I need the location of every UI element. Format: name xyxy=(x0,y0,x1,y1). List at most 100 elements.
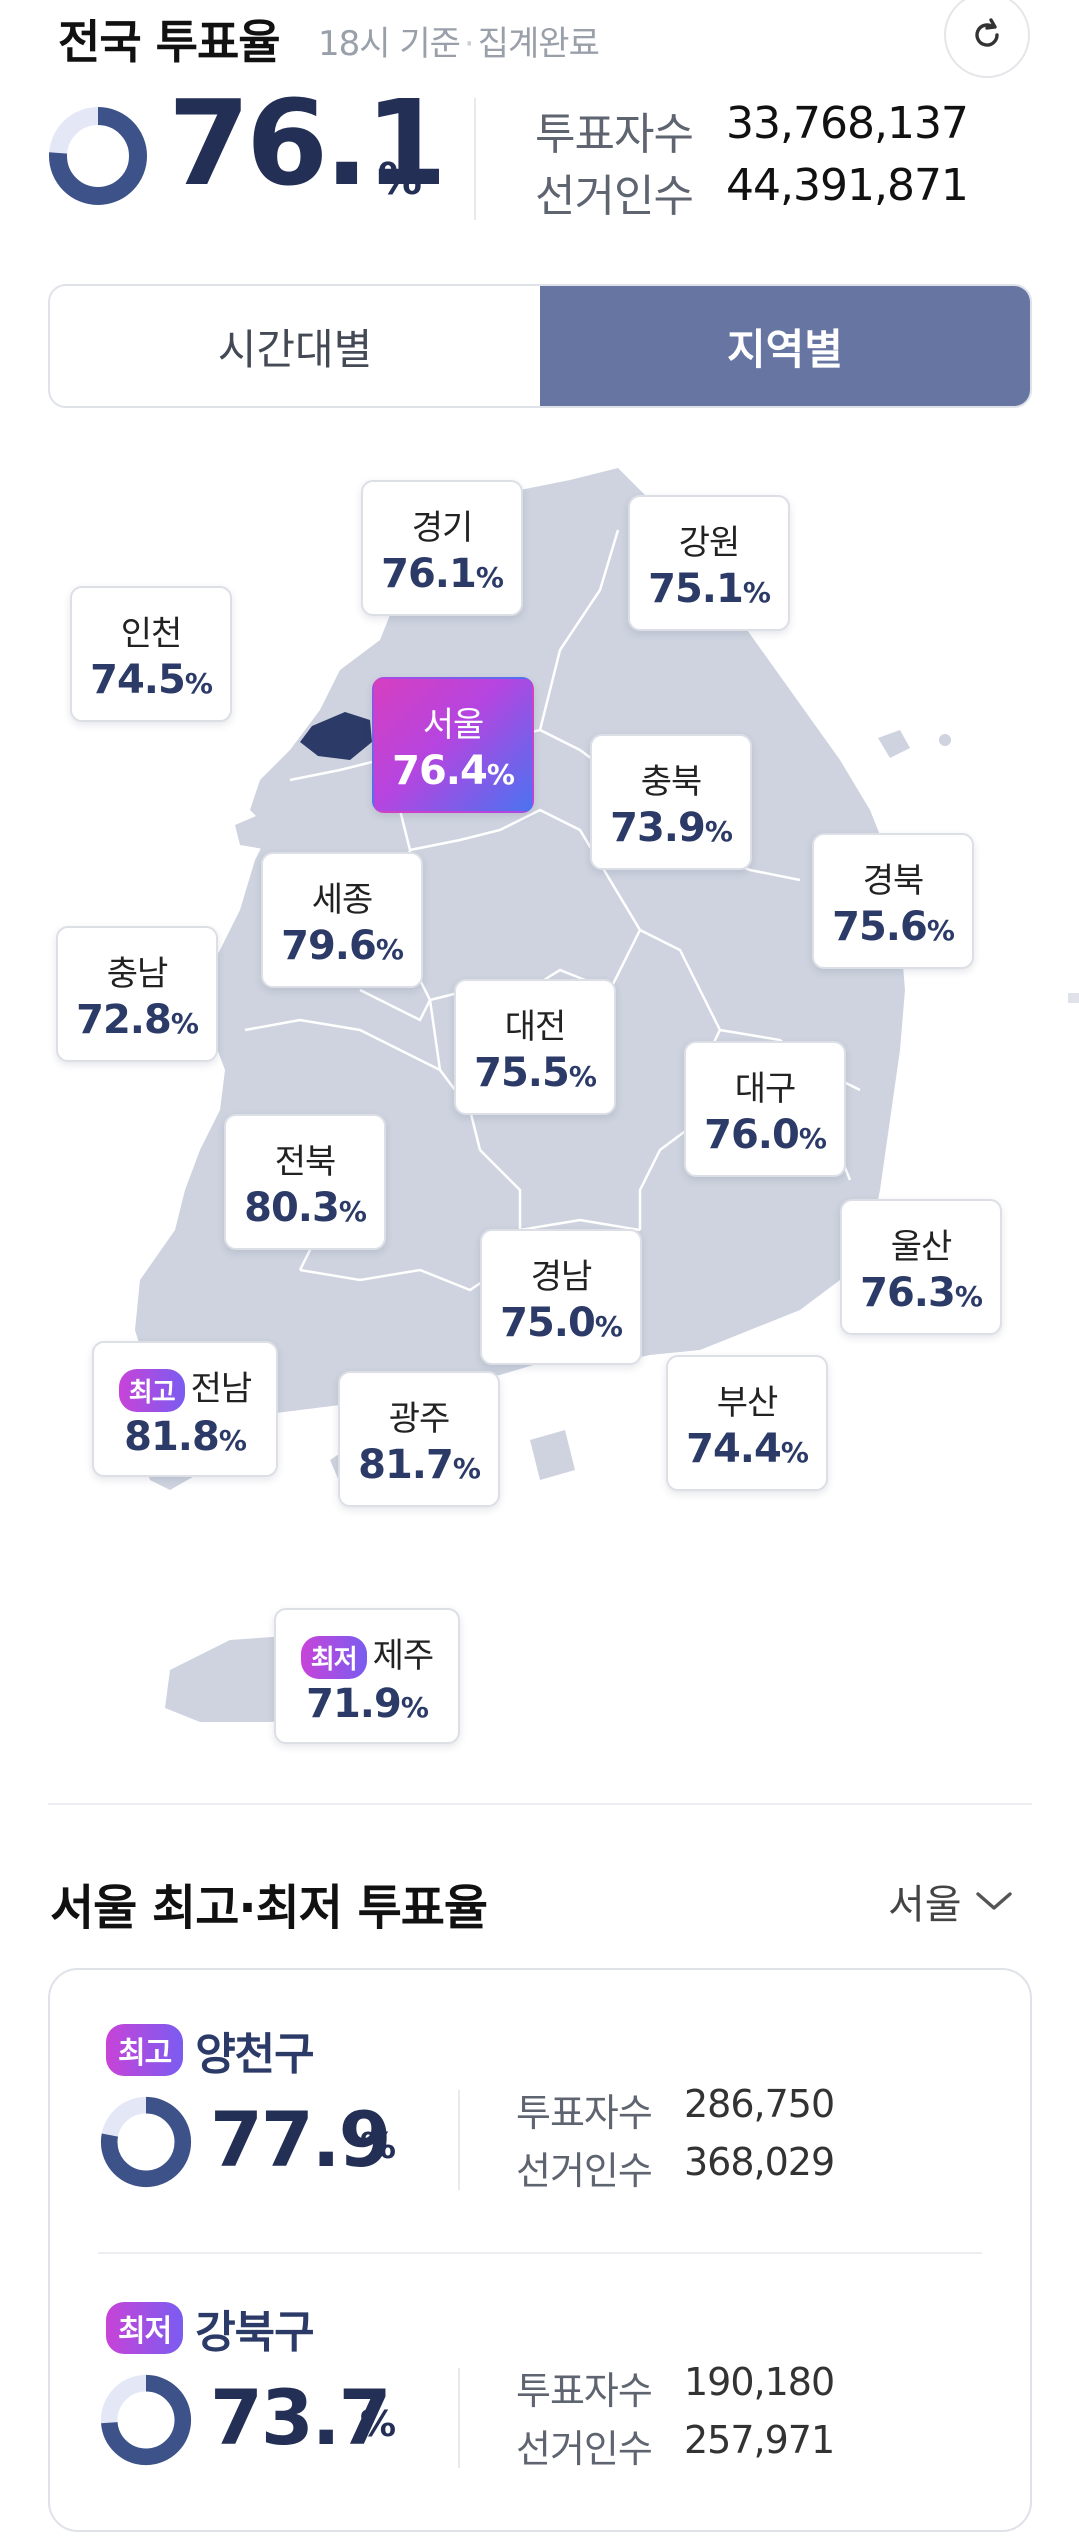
region-rate: 76.3% xyxy=(842,1270,1000,1316)
region-name: 인천 xyxy=(120,614,183,654)
region-rate-unit: % xyxy=(452,1452,481,1485)
region-gwangju[interactable]: 광주 81.7% xyxy=(338,1371,500,1507)
section-divider xyxy=(48,1803,1032,1805)
region-name: 경북 xyxy=(862,861,925,901)
district-electors-value: 368,029 xyxy=(684,2140,835,2184)
district-rate: 73.7 xyxy=(210,2373,392,2462)
region-gyeonggi[interactable]: 경기 76.1% xyxy=(361,480,523,616)
region-rate: 74.5% xyxy=(72,657,230,703)
district-electors-value: 257,971 xyxy=(684,2418,835,2462)
region-rate-value: 76.3 xyxy=(860,1270,956,1316)
seoul-section-title: 서울 최고·최저 투표율 xyxy=(50,1880,488,1936)
region-rate: 74.4% xyxy=(668,1426,826,1472)
region-ulsan[interactable]: 울산 76.3% xyxy=(840,1199,1002,1335)
region-name: 부산 xyxy=(716,1383,779,1423)
region-name: 강원 xyxy=(678,523,741,563)
region-rate: 72.8% xyxy=(58,997,216,1043)
region-rate-value: 79.6 xyxy=(281,923,377,969)
votes-label: 투표자수 xyxy=(535,109,694,160)
region-rate-unit: % xyxy=(780,1436,809,1469)
refresh-icon xyxy=(975,18,999,47)
district-divider xyxy=(458,2090,460,2190)
tab-by-time[interactable]: 시간대별 xyxy=(50,286,540,406)
region-rate-value: 74.5 xyxy=(90,657,186,703)
electors-value: 44,391,871 xyxy=(726,160,969,211)
region-rate: 81.7% xyxy=(340,1442,498,1488)
district-heading: 최고 양천구 xyxy=(106,2018,315,2082)
region-rate: 81.8% xyxy=(94,1414,276,1460)
region-name-line: 최저 제주 xyxy=(276,1628,458,1679)
district-name: 강북구 xyxy=(195,2307,314,2358)
region-sejong[interactable]: 세종 79.6% xyxy=(261,852,423,988)
region-chungbuk[interactable]: 충북 73.9% xyxy=(590,734,752,870)
region-daegu[interactable]: 대구 76.0% xyxy=(684,1041,846,1177)
update-time: 18시 기준 xyxy=(318,24,461,64)
region-rate-value: 81.8 xyxy=(124,1414,220,1460)
region-gyeongnam[interactable]: 경남 75.0% xyxy=(480,1229,642,1365)
refresh-button[interactable] xyxy=(944,0,1030,78)
region-select-value: 서울 xyxy=(888,1882,962,1928)
region-rate-unit: % xyxy=(486,758,515,791)
region-name: 제주 xyxy=(372,1636,435,1676)
region-jeonnam[interactable]: 최고 전남 81.8% xyxy=(92,1341,278,1477)
region-chungnam[interactable]: 충남 72.8% xyxy=(56,926,218,1062)
district-heading: 최저 강북구 xyxy=(106,2296,315,2360)
region-rate-unit: % xyxy=(568,1060,597,1093)
region-name: 광주 xyxy=(388,1399,451,1439)
region-rate-unit: % xyxy=(742,576,771,609)
region-rate-value: 80.3 xyxy=(244,1185,340,1231)
region-incheon[interactable]: 인천 74.5% xyxy=(70,586,232,722)
region-rate-unit: % xyxy=(926,914,955,947)
region-seoul[interactable]: 서울 76.4% xyxy=(372,677,534,813)
region-name: 서울 xyxy=(422,705,485,745)
update-status: 18시 기준 · 집계완료 xyxy=(318,16,600,65)
region-rate-value: 76.4 xyxy=(392,748,488,794)
region-name: 대구 xyxy=(734,1069,797,1109)
region-daejeon[interactable]: 대전 75.5% xyxy=(454,979,616,1115)
region-rate-unit: % xyxy=(375,933,404,966)
lowest-badge: 최저 xyxy=(106,2302,184,2354)
district-electors-label: 선거인수 xyxy=(516,2427,653,2471)
region-rate-unit: % xyxy=(170,1007,199,1040)
region-select[interactable]: 서울 xyxy=(888,1872,1014,1930)
region-name: 경기 xyxy=(411,508,474,548)
region-rate: 76.4% xyxy=(374,748,532,794)
region-name: 전북 xyxy=(274,1142,337,1182)
district-rate-ring xyxy=(100,2096,192,2188)
region-rate-unit: % xyxy=(475,561,504,594)
region-name: 대전 xyxy=(504,1007,567,1047)
district-votes-label: 투표자수 xyxy=(516,2369,653,2413)
region-rate-value: 73.9 xyxy=(610,805,706,851)
tab-by-region[interactable]: 지역별 xyxy=(540,286,1030,406)
region-rate: 80.3% xyxy=(226,1185,384,1231)
region-rate-value: 76.1 xyxy=(381,551,477,597)
chevron-down-icon xyxy=(975,1892,1012,1910)
region-rate: 75.0% xyxy=(482,1300,640,1346)
tally-status: 집계완료 xyxy=(477,24,600,64)
header-divider xyxy=(474,98,476,220)
region-rate-value: 71.9 xyxy=(306,1681,402,1727)
region-busan[interactable]: 부산 74.4% xyxy=(666,1355,828,1491)
national-rate: 76.1 xyxy=(168,74,447,212)
district-votes-value: 190,180 xyxy=(684,2360,835,2404)
national-rate-unit: % xyxy=(378,154,423,205)
region-rate: 71.9% xyxy=(276,1681,458,1727)
region-name: 충북 xyxy=(640,762,703,802)
region-rate: 75.5% xyxy=(456,1050,614,1096)
electors-label: 선거인수 xyxy=(535,171,694,222)
region-name-line: 최고 전남 xyxy=(94,1361,276,1412)
district-divider xyxy=(458,2368,460,2468)
national-rate-ring xyxy=(49,107,147,205)
edge-marker xyxy=(1068,993,1079,1003)
region-gangwon[interactable]: 강원 75.1% xyxy=(628,495,790,631)
region-rate-value: 75.5 xyxy=(474,1050,570,1096)
region-jeonbuk[interactable]: 전북 80.3% xyxy=(224,1114,386,1250)
region-jeju[interactable]: 최저 제주 71.9% xyxy=(274,1608,460,1744)
district-rate-unit: % xyxy=(360,2404,397,2445)
district-rate-unit: % xyxy=(360,2126,397,2167)
region-rate: 73.9% xyxy=(592,805,750,851)
district-electors-label: 선거인수 xyxy=(516,2149,653,2193)
district-rate: 77.9 xyxy=(210,2095,392,2184)
region-rate-value: 76.0 xyxy=(704,1112,800,1158)
region-gyeongbuk[interactable]: 경북 75.6% xyxy=(812,833,974,969)
